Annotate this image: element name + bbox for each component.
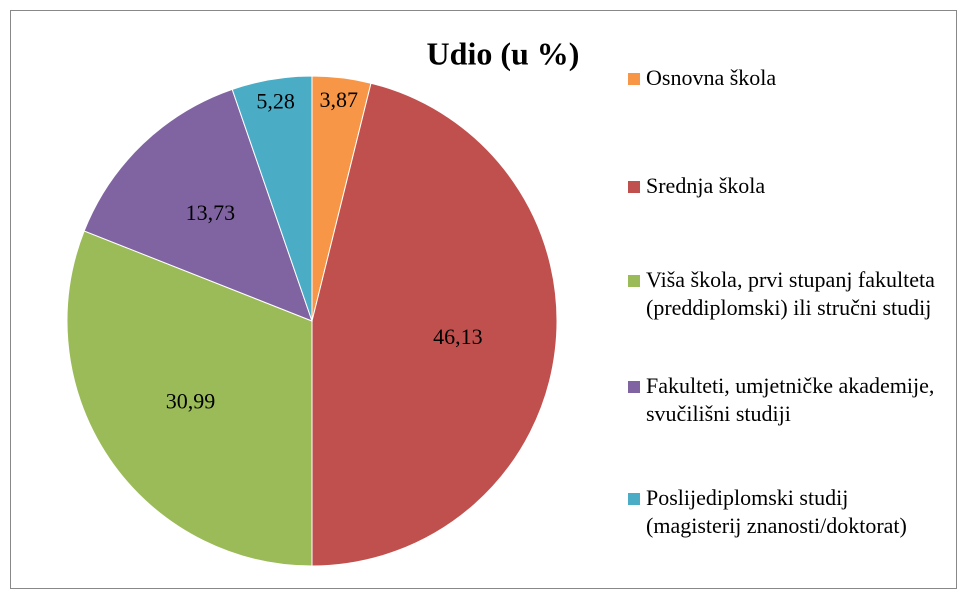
legend-label: Srednja škola	[646, 173, 766, 198]
legend-swatch	[628, 493, 640, 505]
legend-label: Poslijediplomski studij (magisterij znan…	[646, 485, 907, 538]
pie-slice	[231, 75, 313, 322]
data-label: 3,87	[319, 87, 358, 112]
data-label: 13,73	[186, 200, 236, 225]
legend-item: Osnovna škola	[628, 64, 958, 92]
pie-slice	[66, 230, 313, 567]
chart-title: Udio (u %)	[427, 35, 580, 71]
legend-swatch	[628, 275, 640, 287]
legend-item: Srednja škola	[628, 172, 958, 200]
data-label: 5,28	[256, 89, 295, 114]
legend-swatch	[628, 181, 640, 193]
pie-slice	[83, 88, 313, 322]
legend-item: Poslijediplomski studij (magisterij znan…	[628, 484, 958, 540]
pie-slice	[311, 82, 558, 567]
legend-item: Viša škola, prvi stupanj fakulteta (pred…	[628, 266, 958, 322]
legend-swatch	[628, 381, 640, 393]
legend-item: Fakulteti, umjetničke akademije, svučili…	[628, 372, 958, 428]
legend-label: Viša škola, prvi stupanj fakulteta (pred…	[646, 267, 935, 320]
legend-label: Fakulteti, umjetničke akademije, svučili…	[646, 373, 935, 426]
legend-label: Osnovna škola	[646, 65, 777, 90]
data-label: 30,99	[166, 389, 216, 414]
data-label: 46,13	[433, 324, 483, 349]
legend-swatch	[628, 73, 640, 85]
